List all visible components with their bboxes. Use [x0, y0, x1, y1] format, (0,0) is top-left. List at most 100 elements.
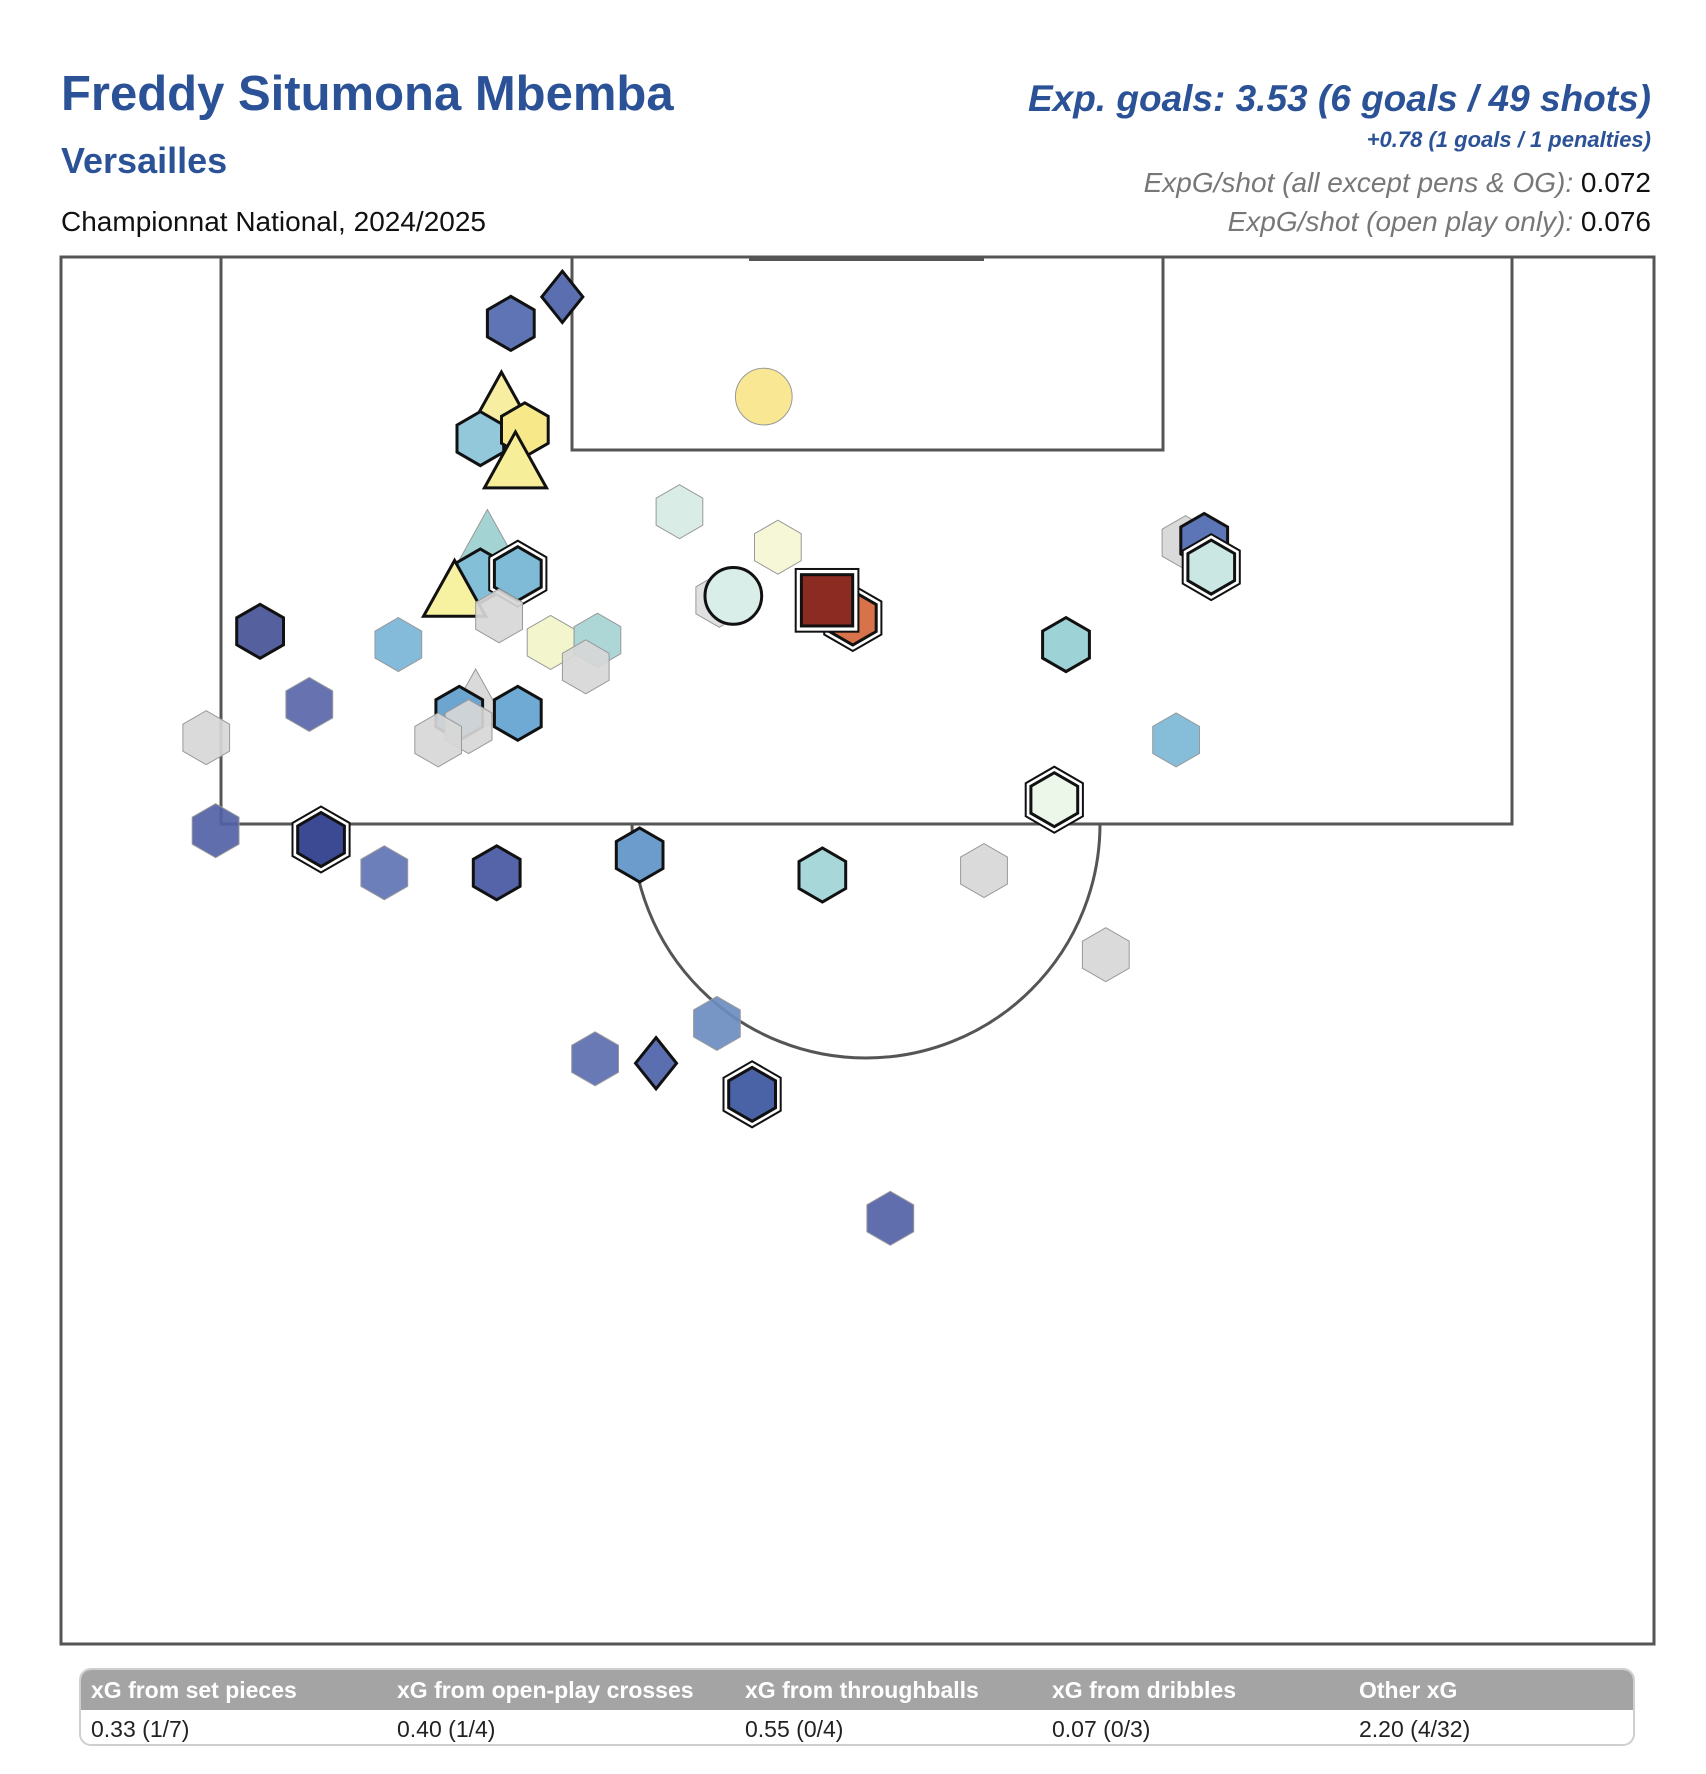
shot-hexagon: [614, 826, 665, 884]
xg-per-shot-open-play-value: 0.076: [1580, 206, 1651, 237]
shot-hexagon: [471, 844, 522, 902]
shot-marker: [693, 995, 741, 1051]
penalty-arc: [630, 823, 1102, 1060]
shot-circle: [734, 367, 793, 426]
pitch-lines: [59, 255, 1656, 1646]
shot-marker: [182, 710, 231, 766]
shot-hexagon: [182, 710, 231, 766]
shot-hexagon: [296, 810, 346, 869]
shot-hexagon: [960, 843, 1008, 899]
shot-hexagon: [1081, 927, 1130, 983]
shot-hexagon: [797, 846, 848, 904]
shot-hexagon: [374, 617, 423, 673]
competition-season: Championnat National, 2024/2025: [61, 206, 486, 237]
shot-marker: [797, 846, 848, 904]
header-other: Other xG: [1359, 1677, 1458, 1703]
shot-hexagon: [360, 845, 409, 901]
table-header-row: xG from set pieces xG from open-play cro…: [81, 1670, 1633, 1710]
shot-marker: [1181, 532, 1241, 602]
shot-marker: [455, 409, 506, 468]
value-set-pieces: 0.33 (1/7): [91, 1716, 190, 1742]
shot-marker: [285, 676, 334, 732]
xg-per-shot-open-play: ExpG/shot (open play only): 0.076: [1228, 206, 1651, 238]
shot-hexagon: [866, 1190, 915, 1246]
shot-marker: [633, 1035, 679, 1092]
shot-hexagon: [1152, 712, 1200, 768]
shot-hexagon: [1029, 770, 1080, 829]
shot-hexagon: [235, 602, 285, 661]
shot-marker: [414, 712, 462, 768]
shot-marker: [291, 805, 351, 874]
header-dribbles: xG from dribbles: [1052, 1677, 1237, 1703]
header-throughballs: xG from throughballs: [745, 1677, 979, 1703]
shot-marker: [374, 617, 423, 673]
shot-marker: [485, 294, 536, 353]
penalty-summary: +0.78 (1 goals / 1 penalties): [1366, 127, 1651, 152]
shot-marker: [734, 367, 793, 426]
player-name: Freddy Situmona Mbemba: [61, 67, 674, 121]
shot-marker: [471, 844, 522, 902]
goal-area: [570, 255, 1165, 452]
shot-hexagon: [485, 294, 536, 353]
shot-marker: [571, 1031, 619, 1087]
shot-hexagon: [285, 676, 334, 732]
xg-breakdown-table: xG from set pieces xG from open-play cro…: [79, 1668, 1635, 1746]
shot-hexagon: [1186, 538, 1237, 596]
shot-marker: [866, 1190, 915, 1246]
xg-per-shot-non-penalty: ExpG/shot (all except pens & OG): 0.072: [1144, 167, 1651, 199]
header-set-pieces: xG from set pieces: [91, 1677, 297, 1703]
shot-diamond: [633, 1035, 679, 1092]
shot-marker: [420, 557, 489, 618]
shot-hexagon: [475, 588, 523, 644]
xg-per-shot-non-penalty-value: 0.072: [1580, 167, 1651, 198]
team-name: Versailles: [61, 140, 228, 181]
shot-hexagon: [492, 684, 543, 743]
pitch-border: [59, 255, 1656, 1646]
shot-marker: [794, 567, 860, 633]
shot-marker: [235, 602, 285, 661]
shot-circle: [703, 566, 764, 626]
shot-marker: [481, 428, 550, 490]
value-other: 2.20 (4/32): [1359, 1716, 1471, 1742]
shot-hexagon: [754, 519, 802, 575]
shot-marker: [191, 803, 240, 859]
shot-triangle: [481, 428, 550, 490]
shot-marker: [703, 566, 764, 626]
shot-marker: [754, 519, 802, 575]
shot-marker: [655, 484, 704, 540]
shot-marker: [492, 684, 543, 743]
shot-marker: [1152, 712, 1200, 768]
shot-marker: [960, 843, 1008, 899]
shot-hexagon: [1041, 615, 1091, 674]
shot-triangle: [420, 557, 489, 618]
shot-hexagon: [655, 484, 704, 540]
shot-hexagon: [693, 995, 741, 1051]
shot-hexagon: [727, 1065, 777, 1124]
shots-layer: [182, 268, 1241, 1246]
shot-hexagon: [414, 712, 462, 768]
shot-marker: [360, 845, 409, 901]
shot-hexagon: [571, 1031, 619, 1087]
value-open-play-crosses: 0.40 (1/4): [397, 1716, 496, 1742]
xg-summary: Exp. goals: 3.53 (6 goals / 49 shots): [1027, 78, 1651, 119]
shot-marker: [614, 826, 665, 884]
value-dribbles: 0.07 (0/3): [1052, 1716, 1151, 1742]
shot-marker: [1081, 927, 1130, 983]
shot-marker: [488, 539, 548, 608]
shot-hexagon: [191, 803, 240, 859]
shot-marker: [722, 1060, 782, 1129]
shot-diamond: [539, 268, 585, 325]
shot-marker: [539, 268, 585, 325]
xg-per-shot-non-penalty-label: ExpG/shot (all except pens & OG):: [1143, 167, 1574, 198]
header-open-play-crosses: xG from open-play crosses: [397, 1677, 694, 1703]
shot-hexagon: [561, 639, 610, 695]
shot-hexagon: [455, 409, 506, 468]
shot-marker: [561, 639, 610, 695]
value-throughballs: 0.55 (0/4): [745, 1716, 844, 1742]
shot-marker: [475, 588, 523, 644]
shot-marker: [1041, 615, 1091, 674]
shot-marker: [1024, 765, 1084, 834]
shot-square: [799, 573, 855, 628]
xg-per-shot-open-play-label: ExpG/shot (open play only):: [1227, 206, 1574, 237]
